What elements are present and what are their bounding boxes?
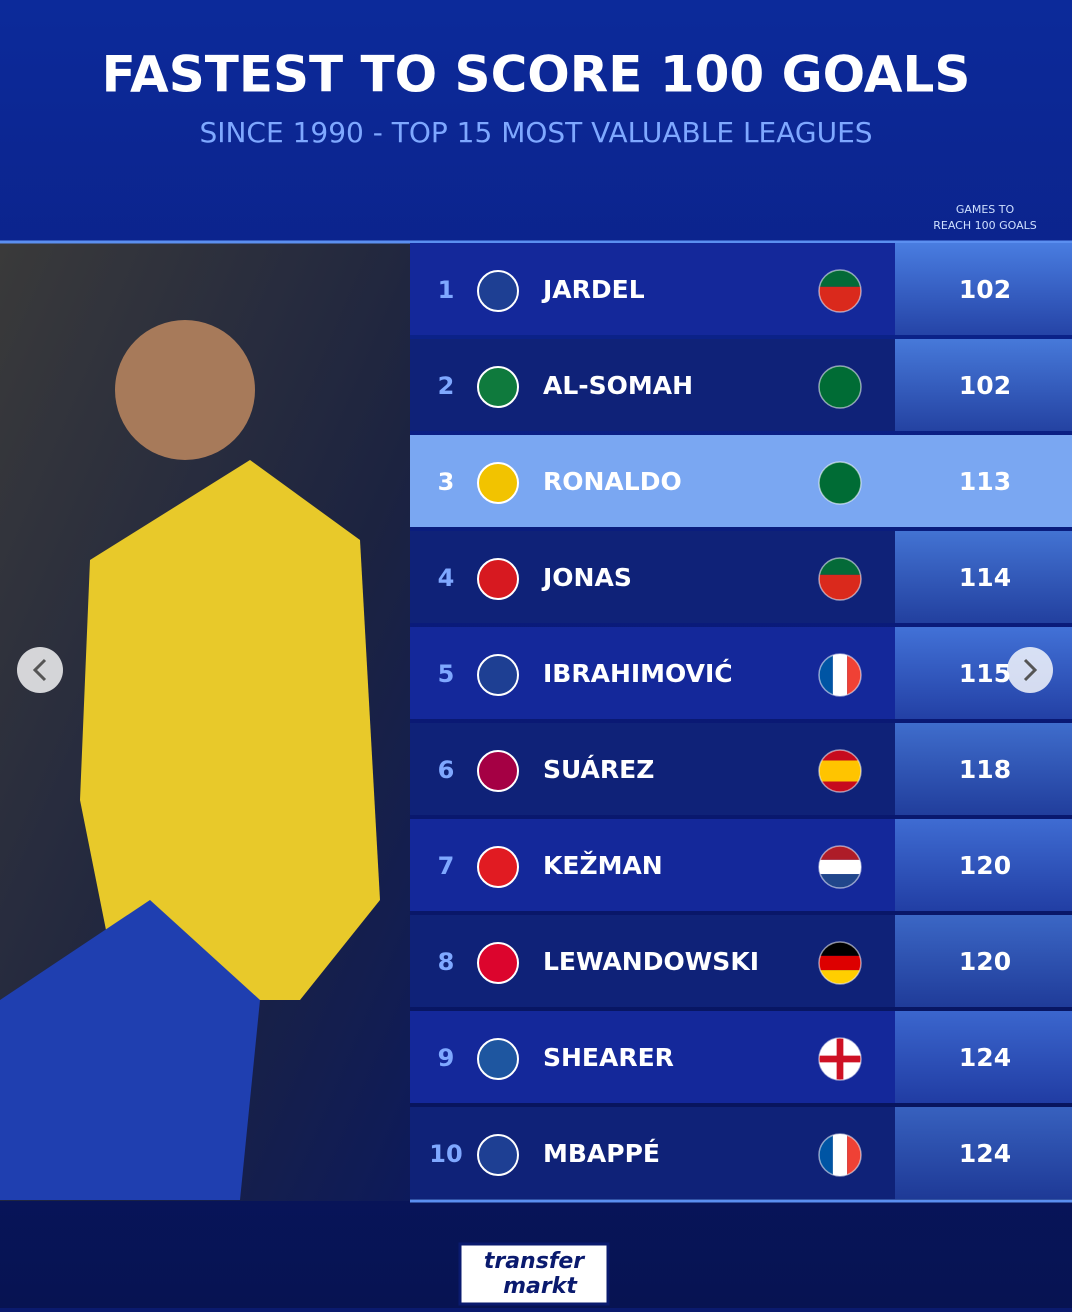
logo-box	[458, 1242, 610, 1306]
rank: 4	[438, 564, 455, 592]
flag-stripe	[836, 1038, 844, 1080]
flag-border	[818, 557, 862, 601]
country-flag	[819, 462, 861, 504]
club-crest	[477, 366, 519, 408]
club-crest	[477, 462, 519, 504]
flag-stripe	[819, 760, 861, 782]
rank: 8	[438, 948, 455, 976]
flag-border	[818, 1037, 862, 1081]
subtitle: SINCE 1990 - TOP 15 MOST VALUABLE LEAGUE…	[199, 116, 872, 149]
row-background	[410, 435, 1072, 527]
value-cell	[895, 915, 1072, 1007]
carousel-next-icon	[1023, 658, 1038, 682]
photo-jersey	[80, 460, 380, 1000]
games-value: 114	[959, 563, 1011, 592]
games-value: 102	[959, 371, 1011, 400]
club-crest	[477, 270, 519, 312]
player-name: AL-SOMAH	[543, 371, 693, 400]
flag-border	[818, 749, 862, 793]
flag-stripe	[819, 859, 861, 875]
flag-stripe	[819, 270, 861, 287]
value-cell	[895, 1107, 1072, 1199]
games-value: 113	[959, 467, 1011, 496]
logo-text: markt	[503, 1274, 578, 1299]
carousel-prev[interactable]	[17, 647, 63, 693]
flag-border	[818, 1133, 862, 1177]
logo-text: transfer	[484, 1249, 585, 1274]
club-crest	[477, 654, 519, 696]
rank: 2	[438, 372, 455, 400]
player-name: SUÁREZ	[543, 755, 654, 784]
club-crest	[477, 1134, 519, 1176]
country-flag	[819, 366, 861, 408]
flag-stripe	[819, 366, 861, 408]
games-value: 124	[959, 1043, 1011, 1072]
games-value: 120	[959, 947, 1011, 976]
value-cell	[895, 1011, 1072, 1103]
rank: 10	[429, 1140, 462, 1168]
value-cell	[895, 723, 1072, 815]
flag-border	[818, 845, 862, 889]
column-header: REACH 100 GOALS	[933, 219, 1037, 232]
club-crest	[477, 942, 519, 984]
flag-stripe	[819, 558, 861, 575]
flag-border	[818, 653, 862, 697]
ranking-table: 1 JARDEL 102 2 AL-SOMAH 102 3 RONALDO 113 4 JONAS 1…	[410, 243, 1072, 1199]
carousel-prev-icon	[32, 658, 47, 682]
rank: 1	[438, 276, 455, 304]
player-name: MBAPPÉ	[543, 1139, 660, 1168]
club-crest	[477, 846, 519, 888]
flag-stripe	[819, 781, 861, 792]
flag-border	[818, 941, 862, 985]
rank: 7	[438, 852, 455, 880]
flag-stripe	[832, 1134, 848, 1176]
title: FASTEST TO SCORE 100 GOALS	[102, 46, 971, 104]
photo-shorts	[0, 900, 260, 1200]
rank: 6	[438, 756, 455, 784]
carousel-next[interactable]	[1007, 647, 1053, 693]
rank: 9	[438, 1044, 455, 1072]
flag-stripe	[819, 462, 861, 504]
rank: 3	[438, 468, 455, 496]
rank: 5	[438, 660, 455, 688]
player-name: RONALDO	[543, 467, 682, 496]
games-value: 120	[959, 851, 1011, 880]
value-cell	[895, 531, 1072, 623]
games-value: 124	[959, 1139, 1011, 1168]
flag-border	[818, 461, 862, 505]
player-name: IBRAHIMOVIĆ	[543, 658, 733, 688]
player-name: SHEARER	[543, 1043, 674, 1072]
value-cell	[895, 339, 1072, 431]
player-name: KEŽMAN	[543, 851, 663, 880]
value-cell	[895, 819, 1072, 911]
player-name: JONAS	[541, 563, 632, 592]
club-crest	[477, 558, 519, 600]
games-value: 118	[959, 755, 1011, 784]
flag-border	[818, 269, 862, 313]
games-value: 102	[959, 275, 1011, 304]
photo-head	[115, 320, 255, 460]
country-flag	[819, 750, 861, 792]
player-name: LEWANDOWSKI	[543, 947, 759, 976]
flag-stripe	[819, 955, 861, 971]
flag-border	[818, 365, 862, 409]
country-flag	[819, 1038, 861, 1080]
games-value: 115	[959, 659, 1011, 688]
value-cell	[895, 243, 1072, 335]
flag-stripe	[832, 654, 848, 696]
flag-stripe	[819, 750, 861, 761]
column-header: GAMES TO	[956, 203, 1015, 216]
club-crest	[477, 1038, 519, 1080]
player-name: JARDEL	[541, 275, 645, 304]
club-crest	[477, 750, 519, 792]
